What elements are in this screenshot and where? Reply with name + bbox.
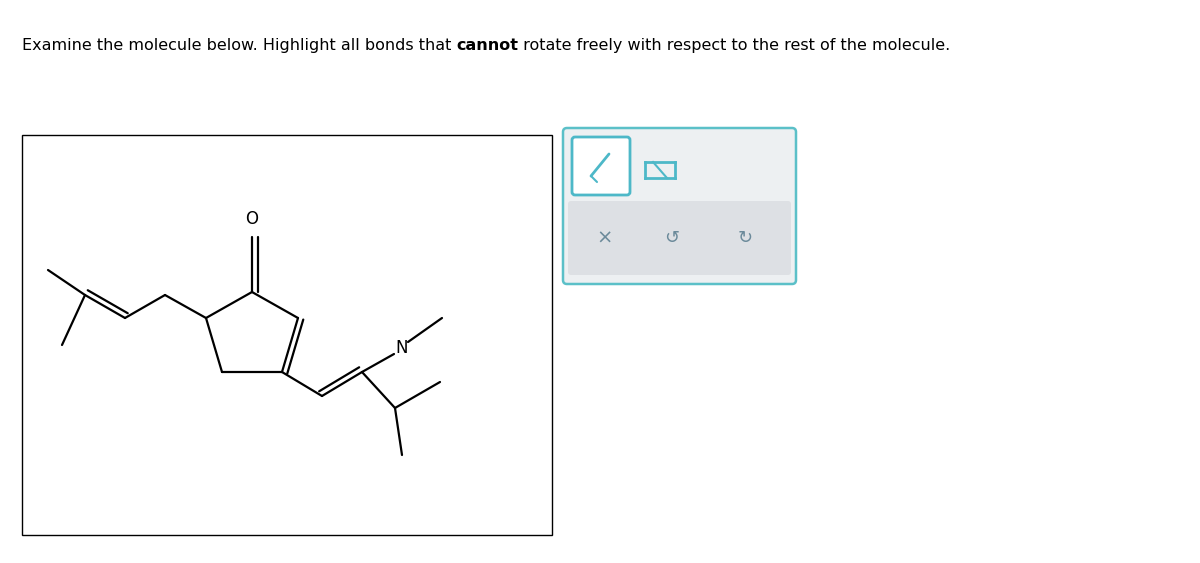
Text: N: N [396, 339, 408, 357]
FancyBboxPatch shape [572, 137, 630, 195]
Text: ↺: ↺ [665, 229, 679, 247]
FancyBboxPatch shape [568, 201, 791, 275]
Text: cannot: cannot [456, 38, 518, 53]
Text: ×: × [596, 229, 613, 248]
Text: O: O [246, 210, 258, 228]
FancyBboxPatch shape [563, 128, 796, 284]
Text: ↻: ↻ [738, 229, 752, 247]
Text: rotate freely with respect to the rest of the molecule.: rotate freely with respect to the rest o… [518, 38, 950, 53]
Bar [22, 135, 552, 535]
Text: Examine the molecule below. Highlight all bonds that: Examine the molecule below. Highlight al… [22, 38, 456, 53]
